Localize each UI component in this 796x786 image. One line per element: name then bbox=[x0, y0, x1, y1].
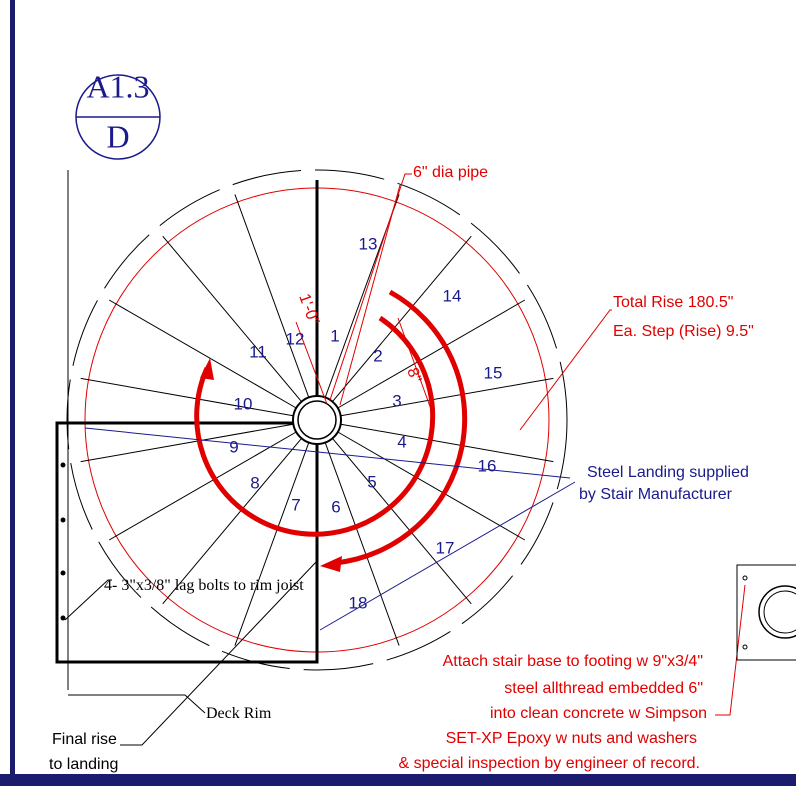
step-number: 10 bbox=[234, 394, 253, 413]
tag-sheet: A1.3 bbox=[86, 68, 149, 104]
step-number: 9 bbox=[229, 437, 238, 456]
step-number: 14 bbox=[443, 286, 462, 305]
pipe bbox=[293, 396, 341, 444]
bolt bbox=[61, 616, 66, 621]
note-final: Final rise bbox=[52, 731, 117, 748]
tag-detail: D bbox=[106, 118, 129, 154]
note-rise: Total Rise 180.5" bbox=[613, 294, 733, 311]
step-number: 2 bbox=[373, 346, 382, 365]
note-line: steel allthread embedded 6" bbox=[504, 680, 703, 697]
step-number: 3 bbox=[392, 391, 401, 410]
step-number: 7 bbox=[291, 495, 300, 514]
step-number: 12 bbox=[286, 329, 305, 348]
step-number: 17 bbox=[436, 538, 455, 557]
bolt bbox=[61, 571, 66, 576]
note-pipe: 6" dia pipe bbox=[413, 164, 488, 181]
step-number: 16 bbox=[478, 456, 497, 475]
note-line: & special inspection by engineer of reco… bbox=[398, 755, 700, 772]
note-bolts: 4- 3"x3/8" lag bolts to rim joist bbox=[104, 577, 304, 594]
note-line: Attach stair base to footing w 9"x3/4" bbox=[443, 653, 703, 670]
step-number: 18 bbox=[349, 593, 368, 612]
step-number: 1 bbox=[330, 326, 339, 345]
note-deck: Deck Rim bbox=[206, 705, 272, 722]
step-number: 6 bbox=[331, 497, 340, 516]
note-line: into clean concrete w Simpson bbox=[490, 705, 707, 722]
step-number: 13 bbox=[359, 234, 378, 253]
step-number: 15 bbox=[484, 363, 503, 382]
step-number: 8 bbox=[250, 473, 259, 492]
border-bottom bbox=[0, 774, 796, 786]
note-line: SET-XP Epoxy w nuts and washers bbox=[446, 730, 697, 747]
stair-plan: A1.3 D 123456789101112131415161718 1'-0"… bbox=[0, 0, 796, 786]
note-rise: Ea. Step (Rise) 9.5" bbox=[613, 323, 754, 340]
border-left bbox=[10, 0, 15, 786]
step-number: 11 bbox=[249, 342, 267, 361]
bolt bbox=[61, 518, 66, 523]
bolt bbox=[61, 463, 66, 468]
note-final: to landing bbox=[49, 756, 118, 773]
note-landing: Steel Landing supplied bbox=[587, 464, 749, 481]
step-number: 4 bbox=[397, 432, 406, 451]
note-landing: by Stair Manufacturer bbox=[579, 486, 733, 503]
step-number: 5 bbox=[367, 472, 376, 491]
